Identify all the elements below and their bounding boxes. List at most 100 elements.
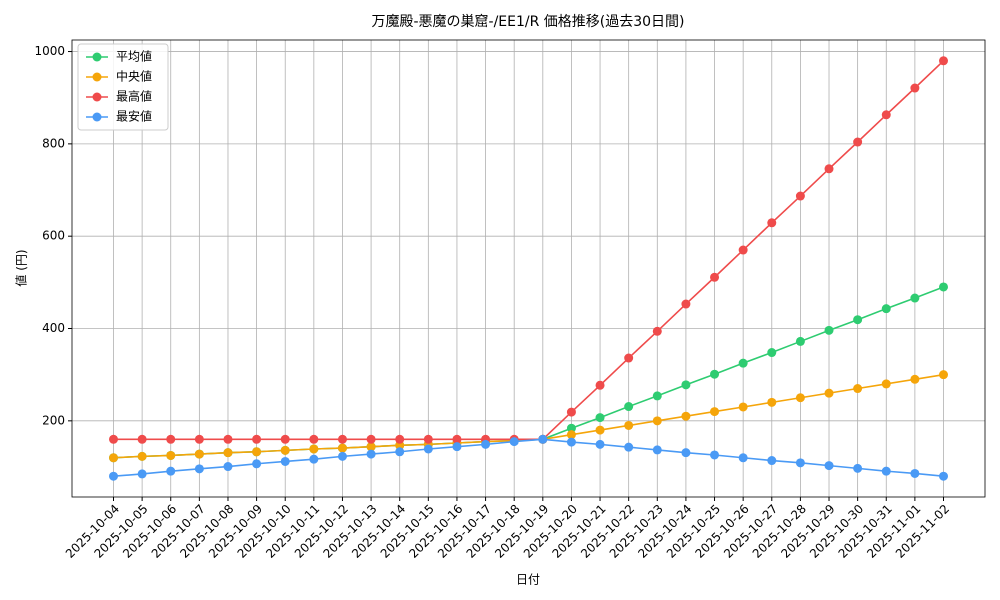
- point: [881, 466, 891, 476]
- point: [137, 451, 147, 461]
- point: [595, 413, 605, 423]
- point: [795, 393, 805, 403]
- point: [194, 449, 204, 459]
- point: [194, 464, 204, 474]
- plot-frame: [71, 39, 986, 498]
- point: [109, 434, 118, 444]
- point: [652, 416, 662, 426]
- point: [853, 463, 863, 473]
- y-tick-label: 400: [42, 321, 65, 335]
- point: [910, 293, 920, 303]
- legend-label: 最安値: [116, 109, 152, 124]
- legend-box: [77, 43, 169, 131]
- point: [824, 325, 834, 335]
- point: [566, 437, 576, 447]
- point: [767, 456, 777, 466]
- point: [910, 468, 920, 478]
- point: [624, 442, 634, 452]
- point: [767, 348, 777, 358]
- point: [252, 434, 262, 444]
- point: [910, 374, 920, 384]
- legend-label: 最高値: [116, 89, 152, 104]
- point: [566, 430, 576, 440]
- point: [595, 380, 605, 390]
- point: [853, 315, 863, 325]
- point: [566, 407, 576, 417]
- series-line: [113, 286, 944, 459]
- point: [280, 434, 290, 444]
- legend-label: 平均値: [116, 49, 152, 64]
- point: [166, 466, 176, 476]
- point: [538, 434, 548, 444]
- point: [166, 434, 176, 444]
- point: [881, 304, 891, 314]
- point: [452, 442, 462, 452]
- y-axis-label: 値 (円): [14, 249, 29, 286]
- point: [710, 407, 720, 417]
- point: [738, 358, 748, 368]
- chart-title: 万魔殿-悪魔の巣窟-/EE1/R 価格推移(過去30日間): [371, 13, 684, 30]
- point: [137, 434, 147, 444]
- legend-marker: [92, 112, 102, 122]
- point: [681, 299, 691, 309]
- point: [795, 336, 805, 346]
- point: [939, 370, 948, 380]
- point: [137, 469, 147, 479]
- point: [252, 459, 262, 469]
- point: [881, 110, 891, 120]
- point: [939, 282, 948, 292]
- point: [337, 443, 347, 453]
- point: [452, 434, 462, 444]
- point: [652, 445, 662, 455]
- point: [309, 454, 319, 464]
- point: [738, 245, 748, 255]
- point: [824, 388, 834, 398]
- point: [652, 391, 662, 401]
- series-line: [113, 438, 944, 478]
- point: [337, 451, 347, 461]
- point: [738, 453, 748, 463]
- point: [624, 402, 634, 412]
- point: [366, 434, 376, 444]
- point: [681, 411, 691, 421]
- point: [681, 380, 691, 390]
- point: [280, 456, 290, 466]
- point: [566, 423, 576, 433]
- point: [939, 56, 948, 66]
- point: [710, 450, 720, 460]
- point: [109, 453, 118, 463]
- legend-label: 中央値: [116, 69, 152, 84]
- point: [423, 434, 433, 444]
- legend-marker: [92, 92, 102, 102]
- point: [337, 434, 347, 444]
- y-tick-label: 800: [42, 136, 65, 150]
- point: [166, 450, 176, 460]
- point: [395, 447, 405, 457]
- point: [824, 461, 834, 471]
- series-line: [113, 60, 945, 441]
- point: [309, 444, 319, 454]
- point: [595, 439, 605, 449]
- point: [767, 397, 777, 407]
- point: [652, 326, 662, 336]
- point: [252, 447, 262, 457]
- point: [366, 442, 376, 452]
- point: [910, 83, 920, 93]
- series-line: [113, 373, 944, 459]
- y-tick-label: 600: [42, 229, 65, 243]
- point: [280, 445, 290, 455]
- point: [595, 425, 605, 435]
- x-axis-label: 日付: [516, 573, 540, 587]
- point: [194, 434, 204, 444]
- point: [681, 448, 691, 458]
- point: [624, 420, 634, 430]
- legend-marker: [92, 52, 102, 62]
- point: [881, 379, 891, 389]
- legend-marker: [92, 72, 102, 82]
- point: [223, 434, 233, 444]
- point: [853, 384, 863, 394]
- point: [710, 369, 720, 379]
- point: [824, 164, 834, 174]
- point: [309, 434, 319, 444]
- point: [509, 437, 519, 447]
